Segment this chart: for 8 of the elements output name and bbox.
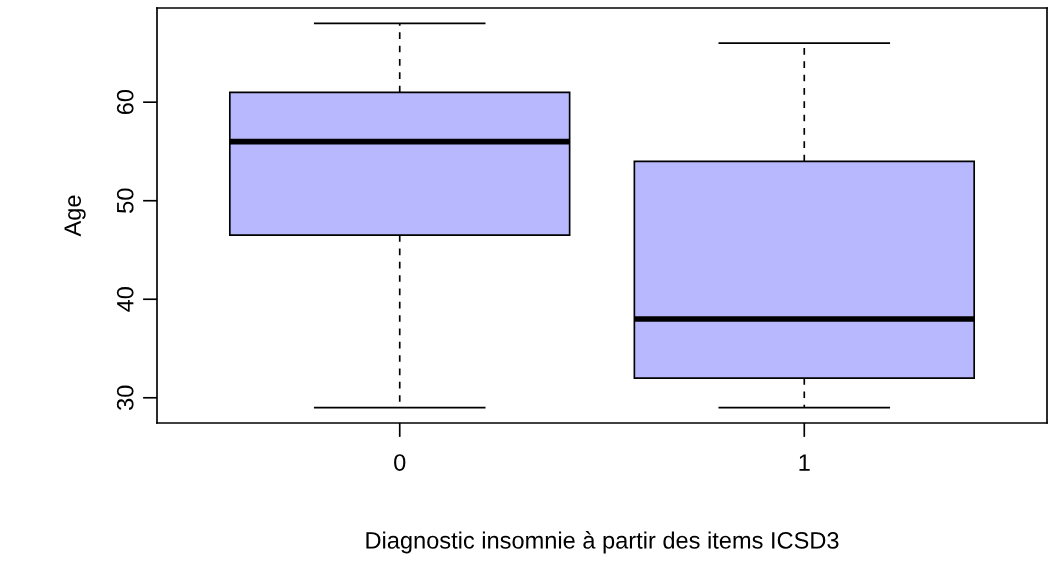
x-tick-label: 0 — [394, 454, 406, 471]
y-tick-label: 50 — [116, 188, 134, 213]
y-tick-label: 30 — [116, 385, 134, 411]
y-tick-label: 40 — [116, 287, 134, 312]
y-axis-title: Age — [64, 195, 86, 237]
x-tick-label: 1 — [799, 454, 810, 471]
y-tick-label: 60 — [116, 89, 134, 115]
x-axis-title: Diagnostic insomnie à partir des items ICSD3 — [366, 531, 839, 554]
